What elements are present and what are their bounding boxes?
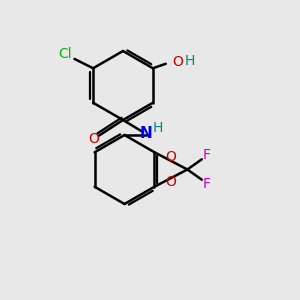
Text: Cl: Cl [59, 47, 72, 61]
Text: F: F [203, 148, 211, 162]
Text: O: O [172, 55, 183, 69]
Text: H: H [153, 121, 163, 135]
Text: O: O [165, 150, 176, 164]
Text: F: F [203, 177, 211, 190]
Text: H: H [185, 54, 195, 68]
Text: O: O [165, 175, 176, 189]
Text: O: O [88, 133, 99, 146]
Text: N: N [140, 126, 153, 141]
